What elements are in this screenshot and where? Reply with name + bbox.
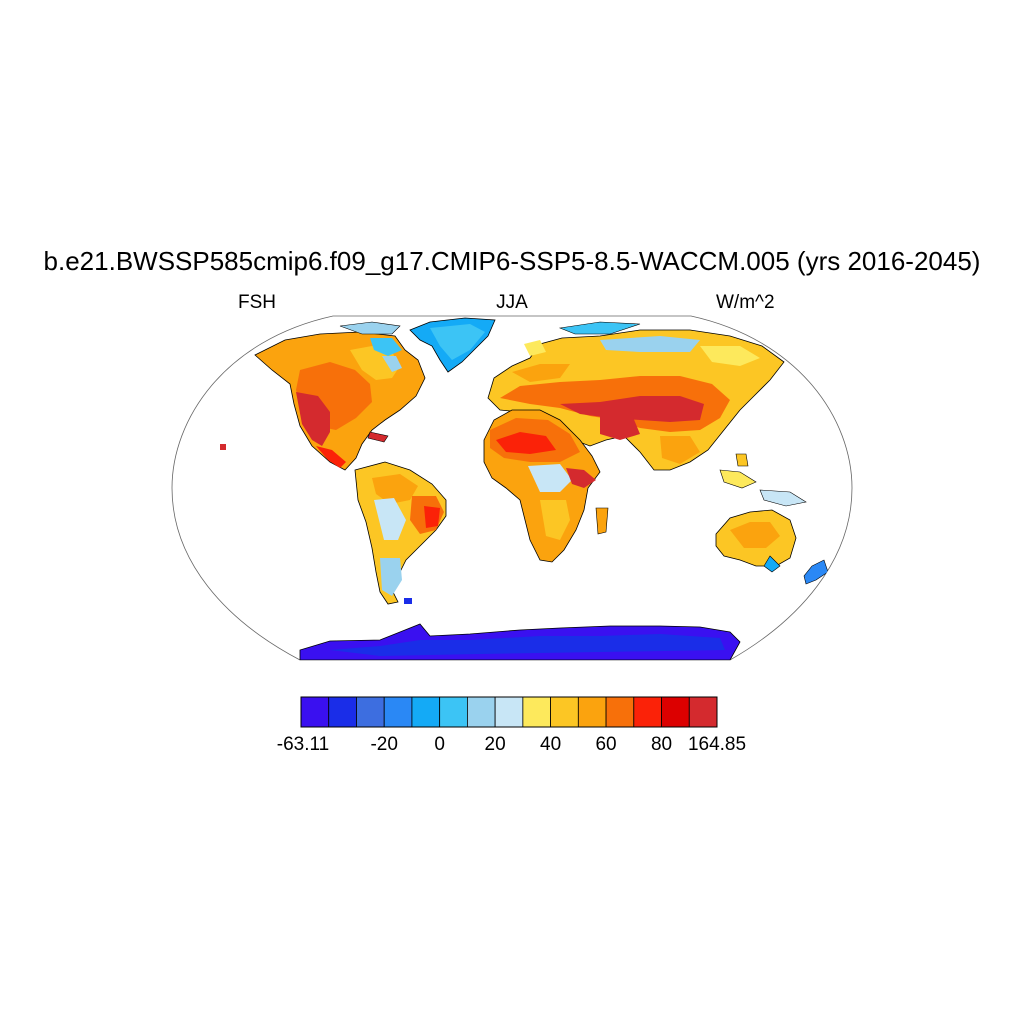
colorbar-swatch bbox=[577, 696, 607, 728]
colorbar-swatch bbox=[661, 696, 690, 728]
colorbar-swatch bbox=[328, 696, 357, 728]
map-panel bbox=[171, 315, 853, 661]
colorbar-swatch bbox=[605, 696, 635, 728]
colorbar-tick-label: 20 bbox=[484, 734, 506, 755]
colorbar-tick-label: 60 bbox=[595, 734, 617, 755]
colorbar-swatch bbox=[411, 696, 441, 728]
colorbar-swatch bbox=[356, 696, 385, 728]
colorbar-swatch bbox=[383, 696, 413, 728]
colorbar-swatch bbox=[550, 696, 579, 728]
variable-label: FSH bbox=[238, 292, 276, 313]
colorbar-tick-label: -63.11 bbox=[276, 734, 330, 755]
colorbar-border bbox=[300, 696, 718, 728]
season-label: JJA bbox=[496, 292, 528, 313]
colorbar-swatch bbox=[688, 696, 718, 728]
units-label: W/m^2 bbox=[716, 292, 775, 313]
colorbar-swatch bbox=[439, 696, 468, 728]
plot-title: b.e21.BWSSP585cmip6.f09_g17.CMIP6-SSP5-8… bbox=[43, 246, 981, 276]
colorbar-tick-label: 80 bbox=[650, 734, 673, 755]
colorbar-swatch bbox=[494, 696, 524, 728]
colorbar-tick-label: 40 bbox=[540, 734, 562, 755]
colorbar-swatch bbox=[633, 696, 662, 728]
colorbar-swatch bbox=[466, 696, 496, 728]
colorbar-swatch bbox=[300, 696, 330, 728]
colorbar-tick-label: -20 bbox=[370, 734, 398, 755]
colorbar-tick-label: 0 bbox=[434, 734, 445, 755]
colorbar-tick-label: 164.85 bbox=[687, 734, 747, 755]
colorbar bbox=[300, 696, 718, 728]
colorbar-swatch bbox=[522, 696, 551, 728]
